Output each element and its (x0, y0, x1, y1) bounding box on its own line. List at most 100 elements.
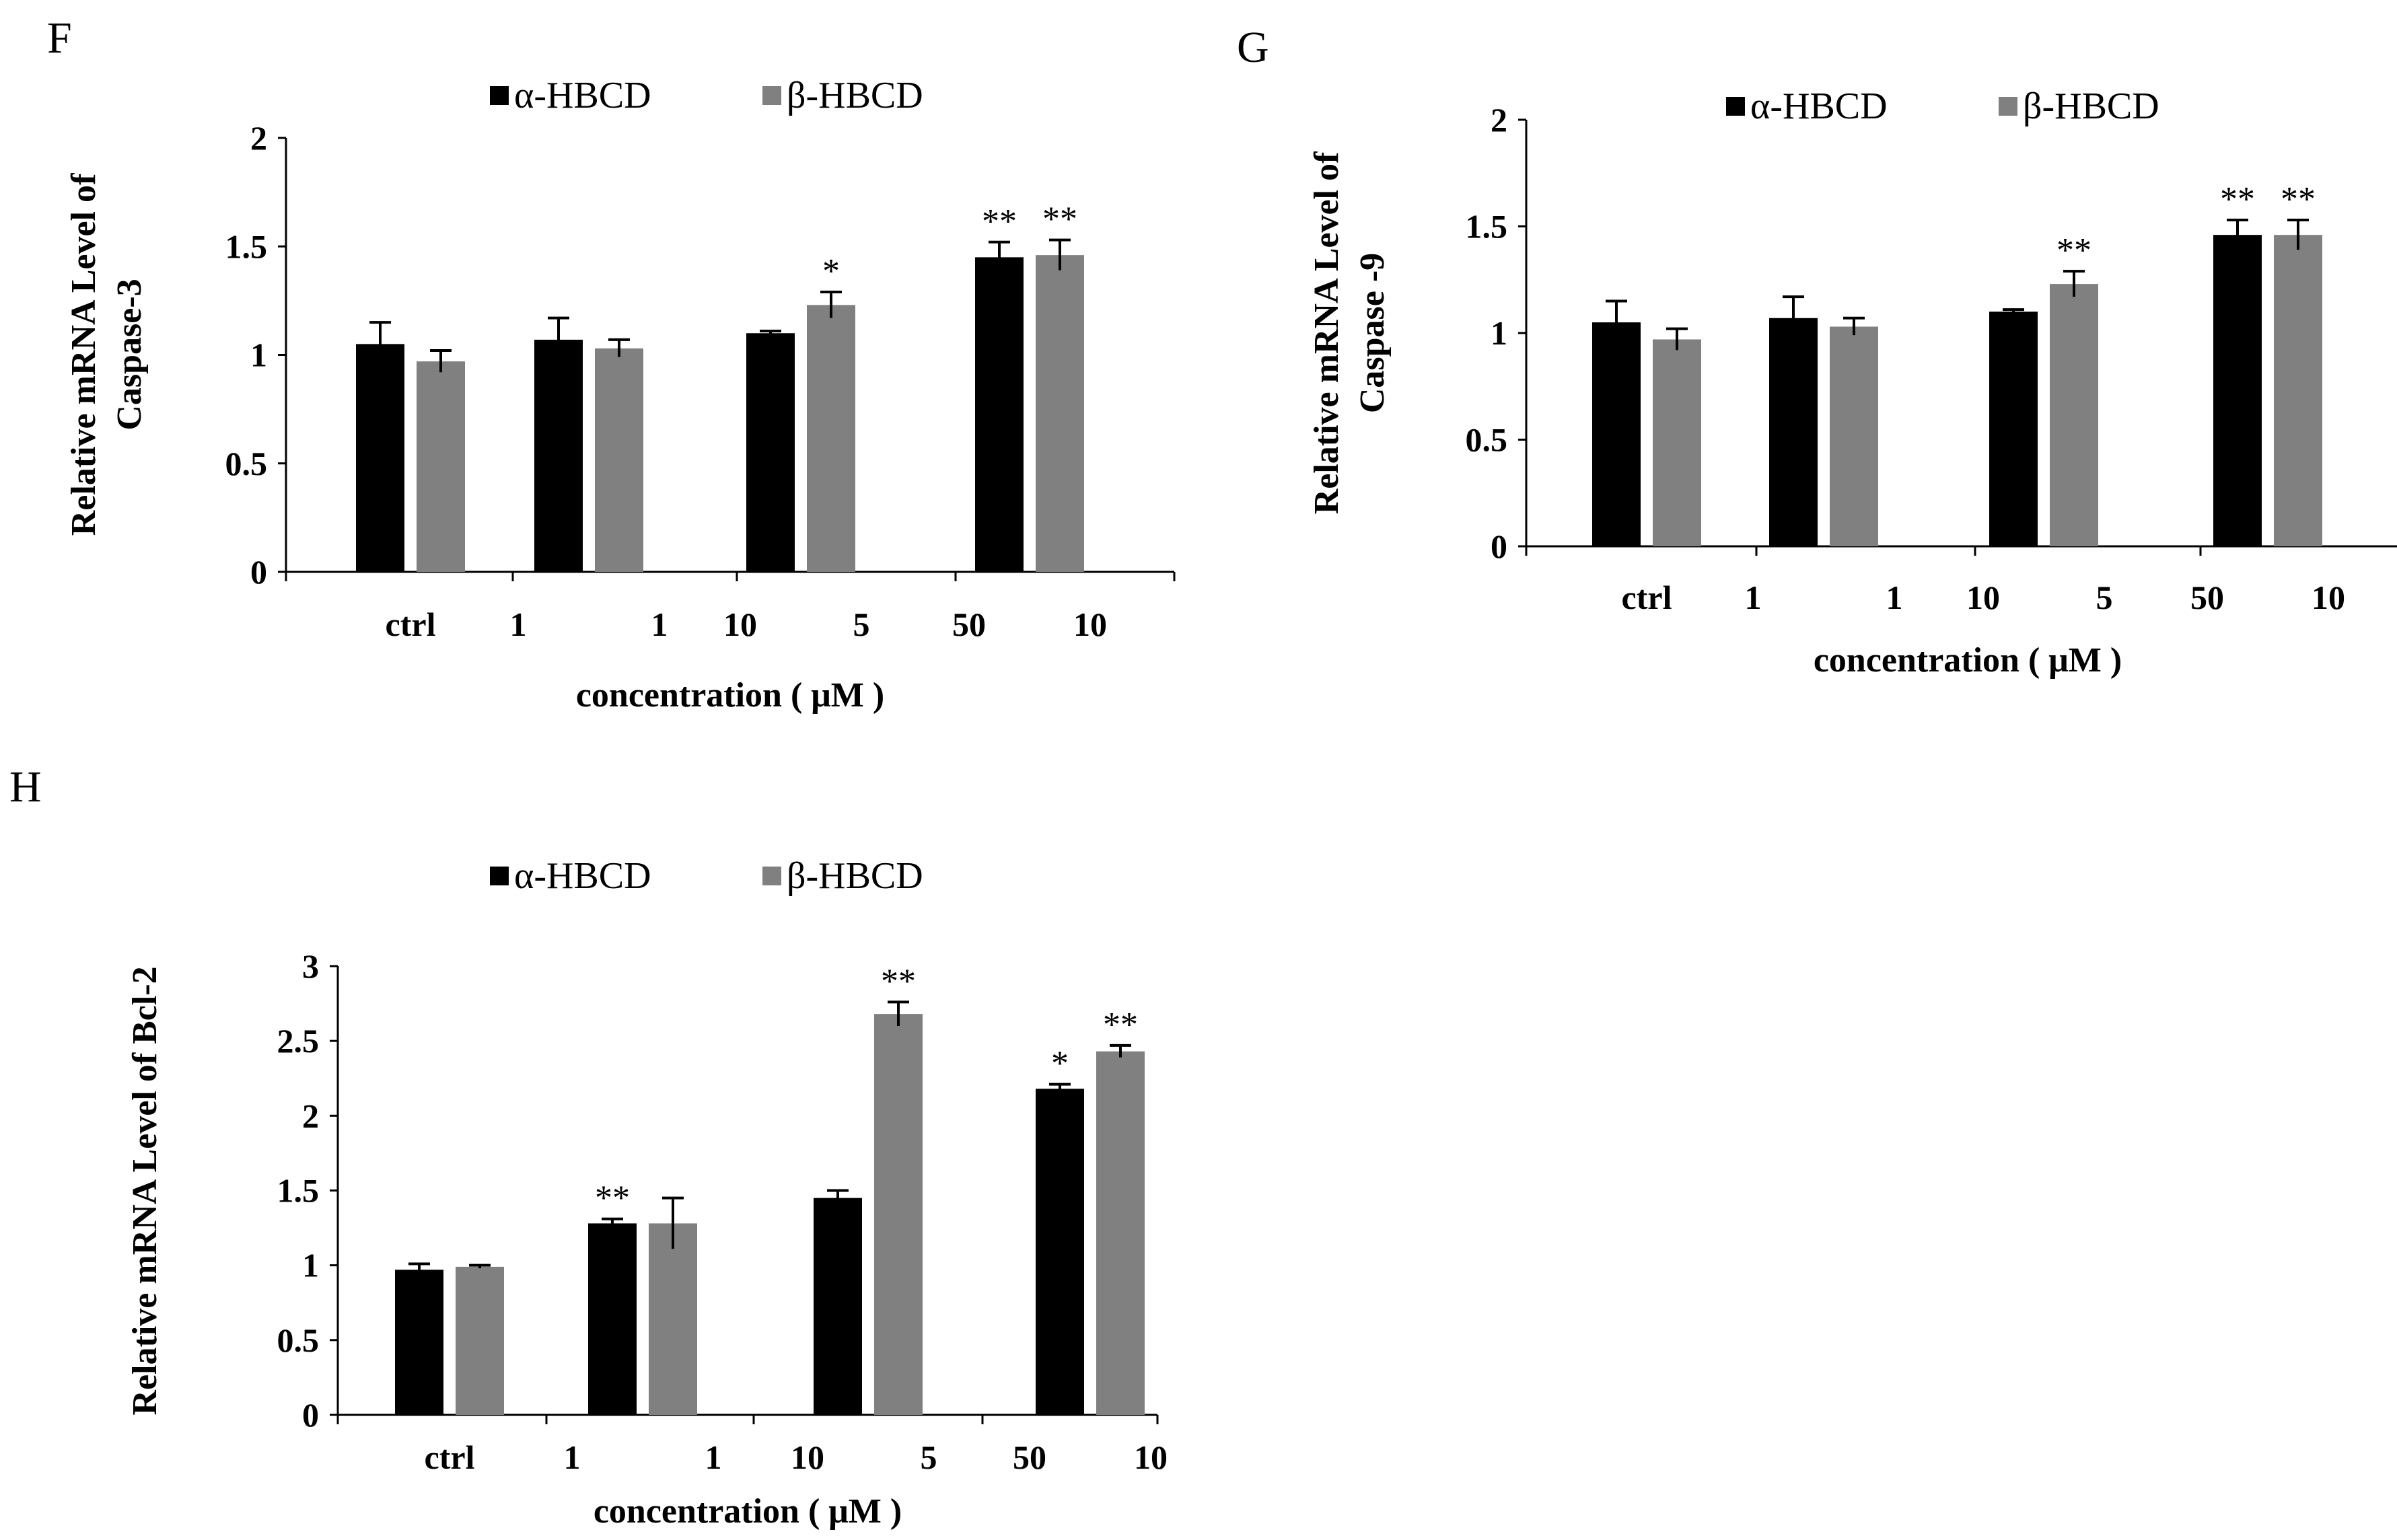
y-tick-label: 2.5 (277, 1022, 320, 1060)
bar-beta (1830, 326, 1878, 546)
y-axis-title: Relative mRNA Level of Bcl-2 (126, 966, 164, 1415)
bar-beta (649, 1223, 697, 1415)
y-tick-label: 0.5 (225, 445, 268, 482)
category-label-beta: 1 (705, 1438, 722, 1476)
category-label-beta: 5 (921, 1438, 937, 1476)
significance-label-alpha: ** (2220, 180, 2255, 219)
legend-label-alpha: α-HBCD (514, 75, 651, 116)
significance-label-alpha: ** (595, 1179, 630, 1218)
y-tick-label: 1 (302, 1247, 319, 1284)
legend-swatch-alpha (1726, 97, 1745, 116)
category-label-beta: 1 (651, 606, 668, 643)
category-label-alpha: 1 (510, 606, 527, 643)
bar-alpha (1769, 318, 1818, 546)
legend-swatch-beta (762, 867, 781, 885)
bar-beta (417, 361, 465, 572)
legend-swatch-beta (762, 86, 781, 105)
bar-beta (1653, 339, 1701, 546)
legend: α-HBCD β-HBCD (490, 855, 923, 897)
y-tick-label: 2 (302, 1097, 319, 1134)
panel-letter: F (47, 13, 72, 63)
y-tick-label: 3 (302, 947, 319, 985)
bar-beta (874, 1014, 923, 1415)
category-label-alpha: 10 (791, 1438, 824, 1476)
bar-beta (1036, 255, 1084, 572)
bar-alpha (534, 339, 583, 572)
bar-alpha (814, 1198, 862, 1415)
bar-beta (456, 1266, 504, 1415)
category-label-alpha: 1 (564, 1438, 581, 1476)
bar-alpha (1592, 322, 1641, 546)
category-label-alpha: 50 (1013, 1438, 1046, 1476)
y-tick-label: 2 (250, 119, 267, 157)
significance-label-beta: ** (2056, 231, 2091, 270)
category-label-beta: 10 (1073, 606, 1107, 643)
chart-panel-g: Gα-HBCD β-HBCD 0 0.5 1 1.5 2 Relative mRNA Leve… (1237, 23, 2397, 680)
category-label-alpha: 10 (1966, 579, 2000, 616)
legend-swatch-alpha (490, 86, 509, 105)
bar-alpha (1036, 1089, 1084, 1415)
y-tick-label: 0 (1491, 527, 1507, 565)
category-label-beta: 1 (1886, 579, 1903, 616)
significance-label-beta: ** (2281, 180, 2316, 219)
y-tick-label: 1.5 (277, 1172, 320, 1210)
y-tick-label: 1 (1491, 314, 1507, 352)
bar-alpha (975, 257, 1024, 572)
significance-label-beta: ** (1042, 200, 1077, 239)
category-label-alpha: 50 (952, 606, 986, 643)
bar-alpha (356, 344, 404, 572)
y-tick-label: 0 (302, 1396, 319, 1434)
y-tick-label: 0 (250, 553, 267, 591)
significance-label-beta: ** (1103, 1006, 1138, 1044)
x-axis-title: concentration ( μM ) (594, 1492, 902, 1531)
x-axis-title: concentration ( μM ) (1814, 641, 2122, 680)
y-axis-title: Caspase -9 (1353, 253, 1392, 413)
bar-alpha (1989, 311, 2038, 546)
bar-beta (595, 348, 643, 572)
bar-beta (1096, 1051, 1145, 1415)
y-tick-label: 1 (250, 336, 267, 374)
panel-letter: H (9, 762, 42, 811)
y-tick-label: 1.5 (1466, 208, 1508, 246)
bar-beta (2050, 284, 2098, 546)
bar-alpha (395, 1270, 443, 1415)
legend-label-beta: β-HBCD (787, 75, 923, 116)
bar-alpha (2213, 235, 2262, 546)
chart-panel-f: Fα-HBCD β-HBCD 0 0.5 1 1.5 2 Relative mRNA Leve… (47, 13, 1176, 714)
bar-alpha (746, 333, 795, 572)
y-tick-label: 0.5 (277, 1321, 320, 1359)
y-axis-title: Relative mRNA Level of (65, 173, 103, 536)
significance-label-beta: ** (881, 962, 916, 1000)
legend-label-beta: β-HBCD (2023, 85, 2159, 127)
legend: α-HBCD β-HBCD (490, 75, 923, 116)
bar-beta (2274, 235, 2322, 546)
panel-letter: G (1237, 23, 1269, 72)
category-label-beta: 5 (853, 606, 870, 643)
legend-label-alpha: α-HBCD (1750, 85, 1888, 127)
category-label: ctrl (386, 606, 436, 643)
significance-label-beta: * (822, 252, 840, 291)
category-label-beta: 10 (2312, 579, 2345, 616)
legend: α-HBCD β-HBCD (1726, 85, 2159, 127)
legend-swatch-alpha (490, 867, 509, 885)
significance-label-alpha: * (1051, 1045, 1069, 1083)
significance-label-alpha: ** (982, 203, 1017, 241)
x-axis-title: concentration ( μM ) (576, 676, 884, 714)
y-tick-label: 2 (1491, 101, 1507, 139)
bar-alpha (588, 1223, 637, 1415)
y-axis-title: Caspase-3 (110, 279, 149, 430)
chart-panel-h: Hα-HBCD β-HBCD 0 0.5 1 1.5 2 2.5 3 Relative mRNA … (9, 762, 1168, 1531)
category-label-alpha: 10 (723, 606, 757, 643)
category-label-beta: 10 (1134, 1438, 1168, 1476)
legend-swatch-beta (1999, 97, 2017, 116)
category-label: ctrl (1622, 579, 1672, 616)
y-tick-label: 0.5 (1466, 421, 1508, 459)
legend-label-alpha: α-HBCD (514, 855, 651, 897)
category-label: ctrl (425, 1438, 475, 1476)
legend-label-beta: β-HBCD (787, 855, 923, 897)
category-label-beta: 5 (2096, 579, 2113, 616)
bar-beta (807, 305, 855, 572)
y-tick-label: 1.5 (225, 227, 268, 265)
category-label-alpha: 50 (2190, 579, 2224, 616)
